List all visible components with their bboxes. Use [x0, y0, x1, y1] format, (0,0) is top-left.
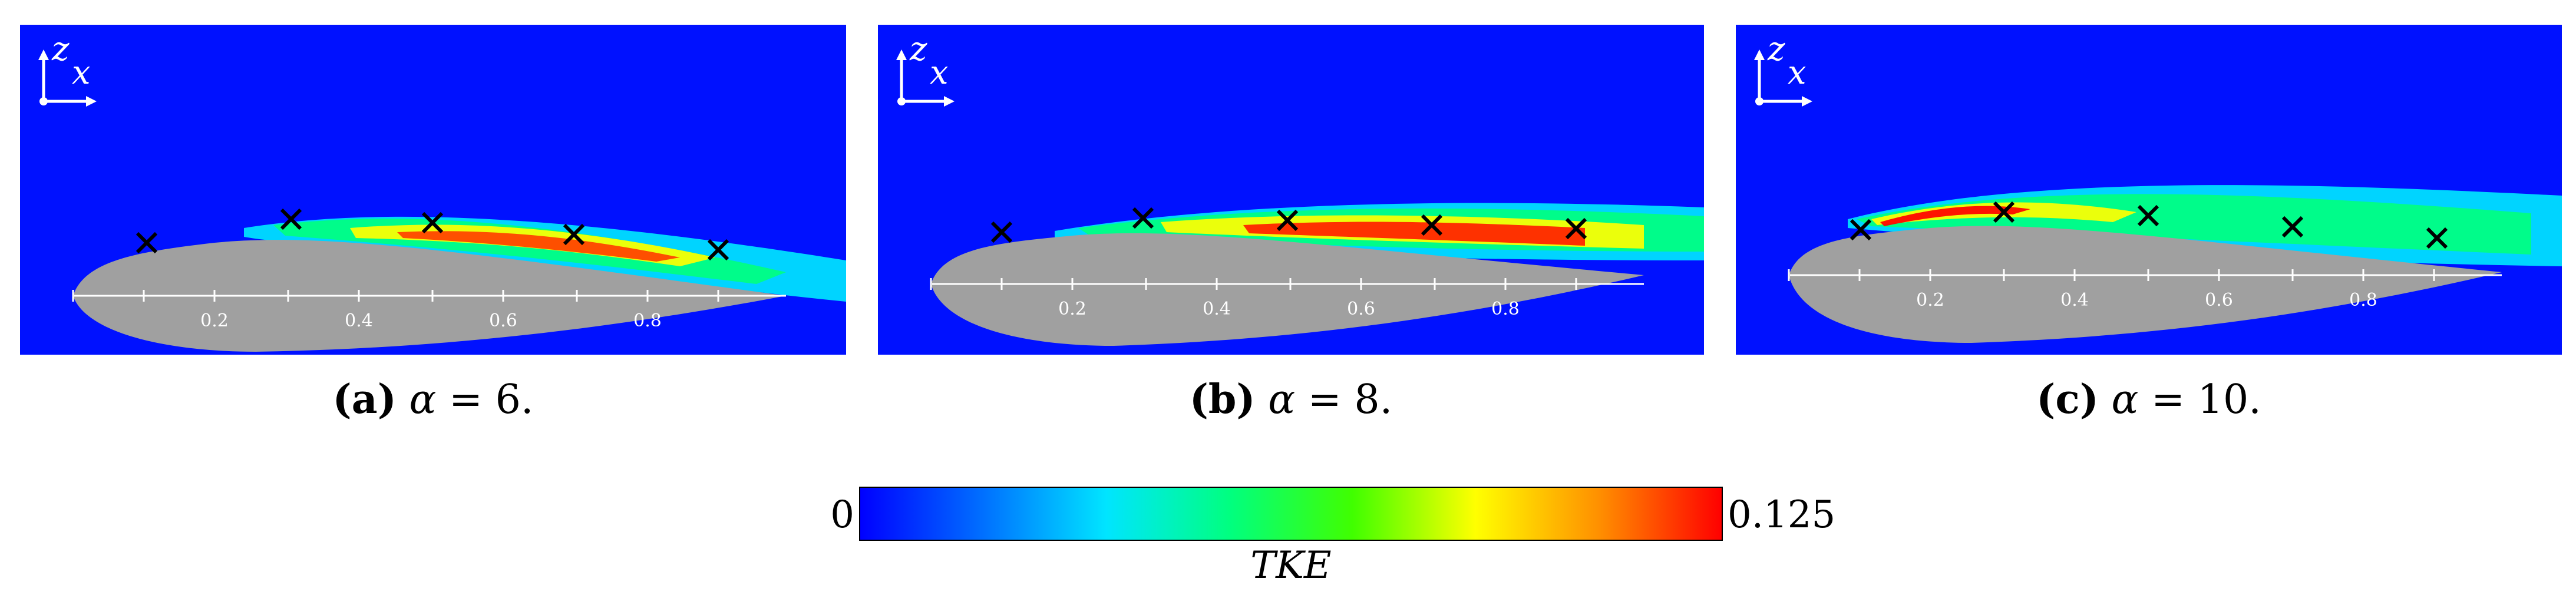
caption-c: (c) α = 10. — [1736, 376, 2562, 424]
alpha-symbol: α — [409, 376, 437, 423]
alpha-symbol: α — [1268, 376, 1296, 423]
x-arrowhead — [1802, 96, 1812, 107]
tke-contour-b: 0.2 0.4 0.6 0.8 xz — [878, 25, 1704, 355]
alpha-value: 10. — [2197, 376, 2261, 423]
airfoil — [931, 233, 1644, 346]
tke-contour-band — [1243, 222, 1585, 246]
chord-tick-label: 0.8 — [633, 310, 662, 331]
x-arrowhead — [944, 96, 955, 107]
x-arrowhead — [86, 96, 97, 107]
probe-marker — [2281, 216, 2304, 238]
z-arrowhead — [1754, 49, 1765, 60]
probe-marker — [421, 212, 444, 234]
probe-marker — [136, 232, 158, 254]
probe-marker — [1276, 209, 1299, 232]
probe-marker — [280, 208, 302, 230]
airfoil — [1789, 226, 2502, 343]
z-axis-label: z — [51, 30, 70, 68]
chord-tick-label: 0.2 — [1916, 290, 1944, 310]
equals-sign: = — [2151, 376, 2185, 423]
probe-marker — [1565, 217, 1587, 240]
x-axis-label: x — [1788, 54, 1806, 92]
panel-c: 0.2 0.4 0.6 0.8 x z — [1736, 25, 2562, 355]
equals-sign: = — [1307, 376, 1342, 423]
z-axis-label: z — [909, 30, 927, 68]
z-axis-label: z — [1767, 30, 1785, 68]
colorbar-max-label: 0.125 — [1728, 493, 1836, 537]
probe-marker — [563, 223, 585, 246]
probe-marker — [1421, 214, 1443, 236]
alpha-symbol: α — [2111, 376, 2139, 423]
probe-marker — [707, 239, 729, 261]
chord-tick-label: 0.8 — [1491, 299, 1520, 319]
alpha-value: 8. — [1354, 376, 1393, 423]
chord-tick-label: 0.8 — [2349, 290, 2377, 310]
caption-label: (a) — [332, 376, 397, 423]
equals-sign: = — [449, 376, 483, 423]
colorbar — [859, 487, 1723, 541]
chord-tick-label: 0.6 — [2205, 290, 2233, 310]
tke-contour-band — [1880, 206, 2030, 226]
caption-b: (b) α = 8. — [878, 376, 1704, 424]
panel-b: 0.2 0.4 0.6 0.8 x z — [878, 25, 1704, 355]
x-axis-label: x — [72, 54, 91, 92]
chord-tick-label: 0.2 — [1058, 299, 1086, 319]
probe-marker — [2426, 227, 2448, 249]
colorbar-title: TKE — [1250, 544, 1332, 587]
tke-contour-band — [397, 231, 680, 262]
alpha-value: 6. — [495, 376, 534, 423]
chord-tick-label: 0.4 — [2060, 290, 2089, 310]
panel-a: 0.2 0.4 0.6 0.8 x z — [20, 25, 846, 355]
probe-marker — [990, 221, 1013, 243]
probe-marker — [1850, 219, 1872, 241]
chord-tick-label: 0.6 — [1347, 299, 1375, 319]
caption-label: (b) — [1189, 376, 1256, 423]
colorbar-min-label: 0 — [830, 493, 854, 537]
chord-tick-label: 0.2 — [200, 310, 229, 331]
chord-tick-label: 0.4 — [345, 310, 373, 331]
colorbar-gradient — [859, 487, 1723, 541]
z-arrowhead — [896, 49, 907, 60]
caption-label: (c) — [2036, 376, 2099, 423]
probe-marker — [1993, 201, 2015, 223]
chord-tick-label: 0.6 — [489, 310, 517, 331]
chord-tick-label: 0.4 — [1203, 299, 1231, 319]
tke-contour-c: 0.2 0.4 0.6 0.8 xz — [1736, 25, 2562, 355]
caption-a: (a) α = 6. — [20, 376, 846, 424]
tke-contour-a: 0.2 0.4 0.6 0.8 xz — [20, 25, 846, 355]
probe-marker — [1132, 207, 1154, 229]
probe-marker — [2137, 204, 2159, 227]
z-arrowhead — [38, 49, 49, 60]
x-axis-label: x — [930, 54, 949, 92]
